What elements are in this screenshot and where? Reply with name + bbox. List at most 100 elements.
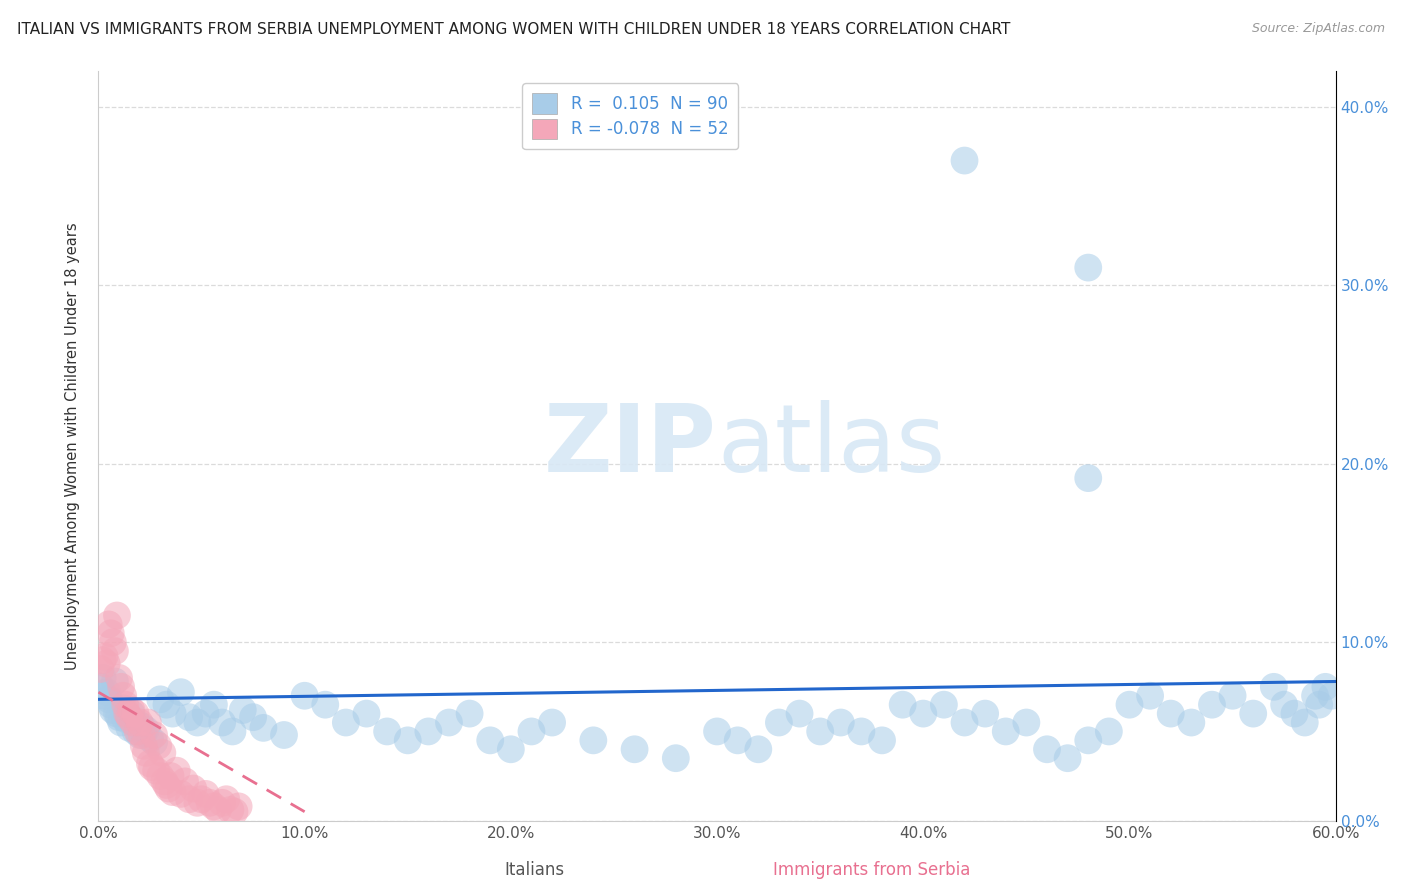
Point (128, 715, 150, 730)
Point (747, 742, 769, 756)
Legend: R =  0.105  N = 90, R = -0.078  N = 52: R = 0.105 N = 90, R = -0.078 N = 52 (523, 84, 738, 149)
Point (93, 649, 115, 664)
Point (131, 728, 153, 742)
Point (190, 792, 212, 806)
Point (706, 724, 728, 739)
Point (194, 706, 217, 721)
Point (211, 796, 233, 810)
Point (170, 787, 193, 801)
Text: Immigrants from Serbia: Immigrants from Serbia (773, 861, 970, 879)
Point (117, 708, 139, 723)
Point (127, 724, 149, 739)
Point (458, 706, 481, 721)
Point (1303, 689, 1326, 703)
Point (155, 778, 177, 792)
Point (101, 703, 124, 717)
Point (108, 671, 131, 685)
Text: Source: ZipAtlas.com: Source: ZipAtlas.com (1251, 22, 1385, 36)
Point (153, 774, 176, 789)
Point (727, 733, 749, 747)
Point (143, 728, 166, 742)
Point (112, 689, 135, 703)
Point (202, 799, 225, 814)
Point (974, 706, 997, 721)
Point (1077, 733, 1099, 747)
Point (174, 774, 197, 789)
Point (314, 698, 336, 712)
Point (1241, 706, 1264, 721)
Point (1036, 742, 1059, 756)
Point (1201, 698, 1223, 712)
Point (155, 698, 177, 712)
Point (252, 721, 274, 735)
Point (136, 715, 159, 730)
Point (1118, 698, 1140, 712)
Point (104, 644, 127, 658)
Point (242, 710, 264, 724)
Point (149, 692, 172, 706)
Point (953, 153, 976, 168)
Point (124, 724, 146, 739)
Point (118, 710, 141, 724)
Point (139, 731, 162, 746)
Point (1315, 680, 1337, 694)
Point (541, 715, 564, 730)
Point (100, 626, 122, 640)
Point (139, 756, 162, 771)
Point (145, 764, 167, 778)
Point (166, 764, 188, 778)
Point (194, 787, 217, 801)
Point (437, 715, 460, 730)
Point (582, 733, 605, 747)
Point (132, 739, 155, 753)
Point (273, 728, 295, 742)
Point (135, 723, 157, 737)
Point (112, 701, 135, 715)
Point (162, 706, 184, 721)
Point (994, 724, 1017, 739)
Point (418, 724, 440, 739)
Point (179, 710, 201, 724)
Point (122, 715, 145, 730)
Point (499, 742, 522, 756)
Point (224, 805, 246, 819)
Point (110, 715, 132, 730)
Point (228, 799, 250, 814)
Point (128, 728, 150, 742)
Point (131, 719, 153, 733)
Point (219, 803, 242, 817)
Point (179, 792, 201, 806)
Point (623, 742, 645, 756)
Point (120, 706, 142, 721)
Point (479, 733, 502, 747)
Point (105, 608, 128, 623)
Point (335, 715, 357, 730)
Point (91, 653, 114, 667)
Point (93, 689, 115, 703)
Point (143, 735, 166, 749)
Point (375, 724, 398, 739)
Point (1056, 751, 1078, 765)
Point (211, 715, 233, 730)
Point (808, 724, 831, 739)
Point (294, 689, 316, 703)
Text: ITALIAN VS IMMIGRANTS FROM SERBIA UNEMPLOYMENT AMONG WOMEN WITH CHILDREN UNDER 1: ITALIAN VS IMMIGRANTS FROM SERBIA UNEMPL… (17, 22, 1011, 37)
Point (891, 698, 914, 712)
Point (108, 710, 131, 724)
Point (1263, 680, 1285, 694)
Point (170, 685, 193, 699)
Point (162, 785, 184, 799)
Y-axis label: Unemployment Among Women with Children Under 18 years: Unemployment Among Women with Children U… (65, 222, 80, 670)
Point (89, 662, 111, 676)
Point (932, 698, 955, 712)
Point (912, 706, 935, 721)
Point (120, 703, 142, 717)
Point (96, 685, 118, 699)
Point (150, 746, 173, 760)
Point (157, 781, 180, 796)
Point (215, 792, 238, 806)
Point (104, 674, 127, 689)
Point (1272, 698, 1295, 712)
Point (141, 760, 163, 774)
Text: Italians: Italians (505, 861, 564, 879)
